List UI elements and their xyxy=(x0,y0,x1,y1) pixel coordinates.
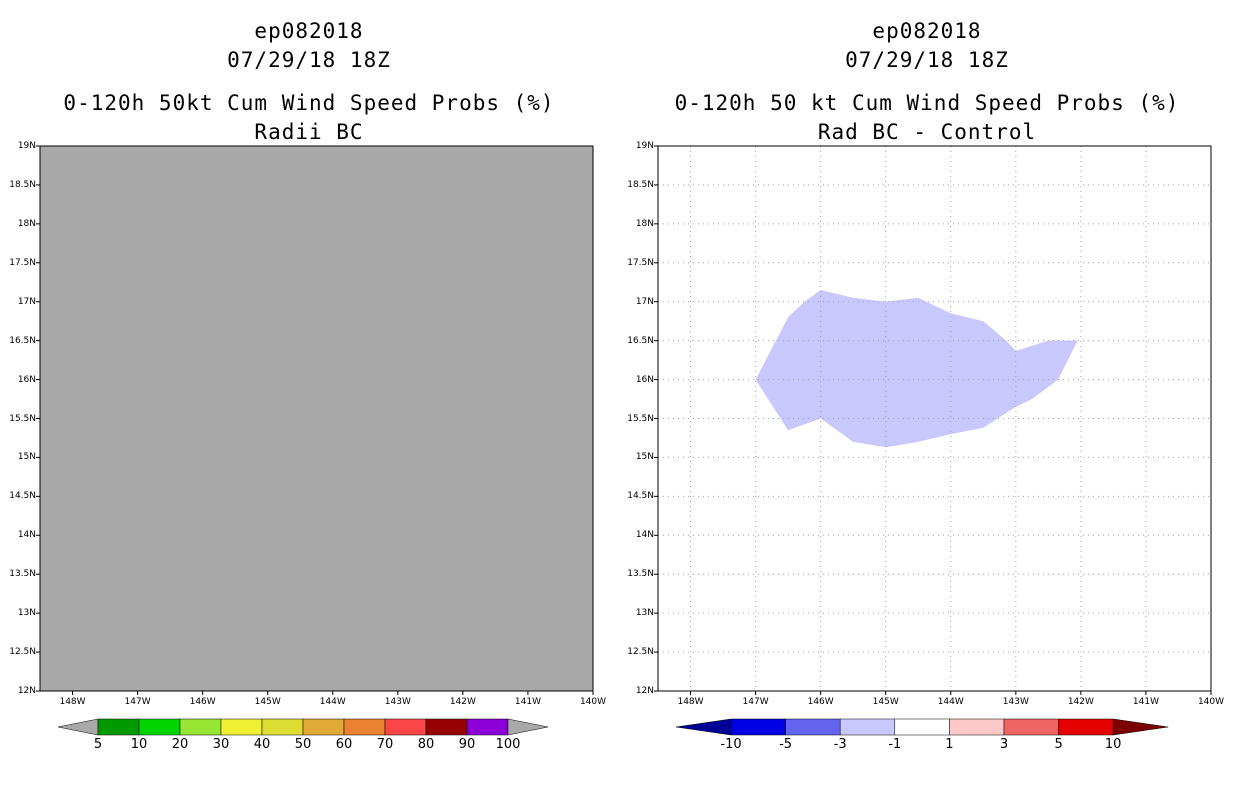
right-lat-label: 16N xyxy=(635,374,654,385)
left-colorbar-swatch xyxy=(179,718,222,736)
right-lon-label: 140W xyxy=(1197,697,1225,707)
left-colorbar-swatch xyxy=(220,718,263,736)
right-lat-label: 16.5N xyxy=(627,335,654,346)
left-colorbar-swatch xyxy=(425,718,468,736)
right-lat-label: 19N xyxy=(635,141,654,151)
right-subtitle: Rad BC - Control xyxy=(817,120,1037,144)
right-colorbar-swatch xyxy=(894,718,950,736)
left-lat-label: 18N xyxy=(17,218,36,229)
left-lon-label: 145W xyxy=(254,697,281,707)
right-lon-label: 144W xyxy=(937,697,964,707)
left-colorbar-label: 5 xyxy=(93,737,103,752)
left-colorbar-swatch xyxy=(138,718,181,736)
left-lat-label: 16.5N xyxy=(9,335,36,346)
left-colorbar-label: 10 xyxy=(130,737,148,752)
right-lat-label: 14N xyxy=(635,530,654,541)
left-lat-label: 14N xyxy=(17,530,36,541)
left-subtitle: Radii BC xyxy=(254,120,364,144)
left-colorbar-label: 50 xyxy=(294,737,312,752)
left-lon-label: 144W xyxy=(319,697,346,707)
left-colorbar-label: 60 xyxy=(335,737,353,752)
right-lat-label: 15N xyxy=(635,452,654,463)
left-colorbar-label: 40 xyxy=(253,737,271,752)
left-lat-label: 13N xyxy=(17,608,36,619)
left-storm-id: ep082018 xyxy=(254,19,364,43)
left-probability-field xyxy=(40,146,593,691)
left-colorbar-low-end xyxy=(57,718,99,736)
right-colorbar-swatch xyxy=(1058,718,1114,736)
right-lon-label: 143W xyxy=(1002,697,1029,707)
right-colorbar-swatch xyxy=(730,718,786,736)
left-lat-label: 19N xyxy=(17,141,36,151)
left-lat-label: 15N xyxy=(17,452,36,463)
right-lat-label: 15.5N xyxy=(627,413,654,424)
left-colorbar-label: 90 xyxy=(458,737,476,752)
left-colorbar-label: 30 xyxy=(212,737,230,752)
left-colorbar-swatch xyxy=(466,718,509,736)
right-lat-label: 17N xyxy=(635,296,654,307)
right-colorbar-label: -1 xyxy=(888,737,902,752)
left-colorbar-swatch xyxy=(97,718,140,736)
left-lon-label: 148W xyxy=(59,697,86,707)
right-lon-label: 148W xyxy=(677,697,704,707)
right-lon-label: 145W xyxy=(872,697,899,707)
right-lon-label: 147W xyxy=(742,697,769,707)
left-lon-label: 147W xyxy=(124,697,151,707)
right-lat-label: 18.5N xyxy=(627,179,654,190)
right-colorbar-label: 5 xyxy=(1054,737,1063,752)
left-lat-label: 12N xyxy=(17,686,36,696)
left-colorbar-swatch xyxy=(384,718,427,736)
left-lat-label: 14.5N xyxy=(9,491,36,502)
left-colorbar-swatch xyxy=(261,718,304,736)
left-lat-label: 16N xyxy=(17,374,36,385)
left-lat-label: 17N xyxy=(17,296,36,307)
right-lat-label: 14.5N xyxy=(627,491,654,502)
left-colorbar-label: 20 xyxy=(171,737,189,752)
right-difference-field xyxy=(755,290,1078,448)
left-title: 0-120h 50kt Cum Wind Speed Probs (%) xyxy=(63,91,555,115)
right-colorbar-label: 3 xyxy=(999,737,1009,752)
right-lat-label: 17.5N xyxy=(627,257,654,268)
left-lat-label: 18.5N xyxy=(9,179,36,190)
right-lat-label: 12.5N xyxy=(627,647,654,658)
left-colorbar-swatch xyxy=(302,718,345,736)
left-colorbar-label: 70 xyxy=(376,737,394,752)
right-lon-label: 142W xyxy=(1067,697,1094,707)
right-lat-label: 13.5N xyxy=(627,569,654,580)
left-lon-label: 140W xyxy=(579,697,607,707)
left-lon-label: 143W xyxy=(384,697,411,707)
left-colorbar-swatch xyxy=(343,718,386,736)
right-lat-label: 12N xyxy=(635,686,654,696)
right-lat-label: 18N xyxy=(635,218,654,229)
left-lon-label: 142W xyxy=(449,697,476,707)
right-colorbar-high-end xyxy=(1112,718,1169,736)
right-datetime: 07/29/18 18Z xyxy=(845,48,1009,72)
right-lat-label: 13N xyxy=(635,608,654,619)
right-lon-label: 146W xyxy=(807,697,834,707)
right-colorbar-label: 1 xyxy=(945,737,954,752)
left-lon-label: 146W xyxy=(189,697,216,707)
right-storm-id: ep082018 xyxy=(872,19,982,43)
left-colorbar-label: 80 xyxy=(417,737,435,752)
right-lon-label: 141W xyxy=(1132,697,1159,707)
right-colorbar-low-end xyxy=(675,718,732,736)
left-lat-label: 12.5N xyxy=(9,647,36,658)
left-lat-label: 13.5N xyxy=(9,569,36,580)
left-lat-label: 17.5N xyxy=(9,257,36,268)
right-title: 0-120h 50 kt Cum Wind Speed Probs (%) xyxy=(674,91,1180,115)
left-lat-label: 15.5N xyxy=(9,413,36,424)
right-colorbar-label: -10 xyxy=(720,737,742,752)
right-colorbar-label: 10 xyxy=(1104,737,1122,752)
left-lon-label: 141W xyxy=(514,697,541,707)
right-colorbar-swatch xyxy=(839,718,896,736)
left-datetime: 07/29/18 18Z xyxy=(227,48,391,72)
right-colorbar-label: -3 xyxy=(833,737,847,752)
right-colorbar-swatch xyxy=(785,718,841,736)
left-colorbar-high-end xyxy=(507,718,549,736)
left-colorbar-label: 100 xyxy=(495,737,521,752)
right-colorbar-label: -5 xyxy=(779,737,793,752)
right-colorbar-swatch xyxy=(1003,718,1059,736)
right-colorbar-swatch xyxy=(949,718,1005,736)
